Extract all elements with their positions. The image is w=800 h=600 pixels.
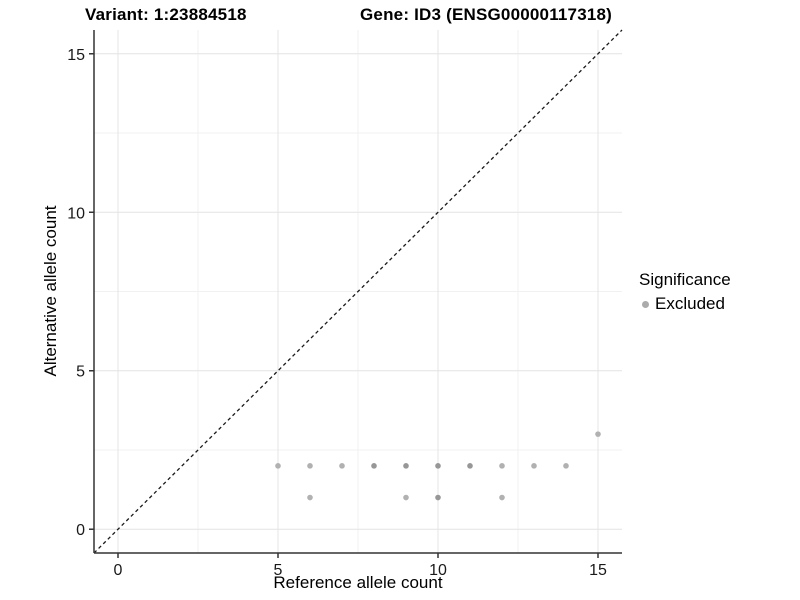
data-point — [339, 463, 345, 469]
y-tick-label: 10 — [67, 205, 85, 222]
data-point — [435, 463, 441, 469]
legend-title: Significance — [639, 270, 731, 289]
y-tick-label: 15 — [67, 47, 85, 64]
data-point — [499, 463, 505, 469]
y-axis-title: Alternative allele count — [41, 205, 60, 377]
data-point — [371, 463, 377, 469]
data-point — [435, 494, 441, 501]
legend-item-label: Excluded — [655, 294, 725, 313]
data-point — [595, 431, 601, 437]
data-point — [531, 463, 537, 469]
data-point — [467, 463, 473, 469]
data-point — [403, 494, 409, 501]
data-point — [403, 463, 409, 469]
legend-item-excluded: Excluded — [639, 294, 731, 314]
plot-title-variant: Variant: 1:23884518 — [85, 5, 247, 24]
legend: Significance Excluded — [639, 270, 731, 314]
data-point — [307, 494, 313, 501]
identity-dashed-line — [93, 29, 623, 554]
excluded-point-icon — [642, 300, 649, 308]
data-point — [499, 494, 505, 501]
x-tick-label: 5 — [274, 562, 283, 579]
x-axis-title: Reference allele count — [273, 573, 443, 592]
data-point — [307, 463, 313, 469]
data-point — [275, 463, 281, 469]
x-tick-label: 15 — [589, 562, 607, 579]
x-tick-label: 10 — [429, 562, 447, 579]
data-point — [563, 463, 569, 469]
x-tick-label: 0 — [114, 562, 123, 579]
y-tick-label: 0 — [76, 522, 85, 539]
y-tick-label: 5 — [76, 364, 85, 381]
plot-title-gene: Gene: ID3 (ENSG00000117318) — [360, 5, 613, 24]
